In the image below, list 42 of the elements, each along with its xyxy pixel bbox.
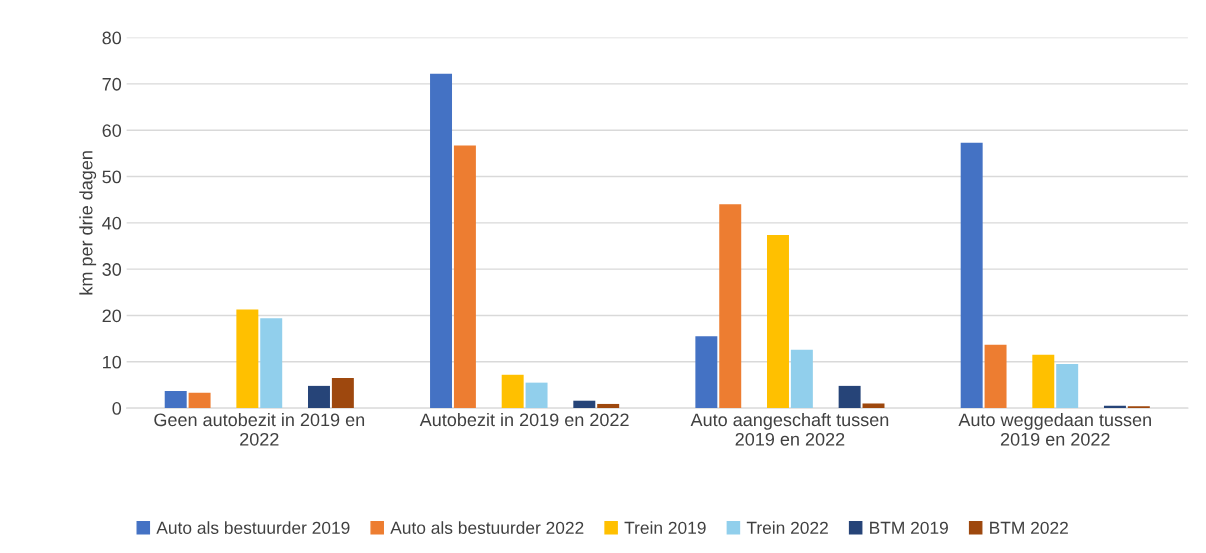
- bar: [767, 234, 789, 409]
- y-tick-label: 60: [102, 124, 122, 137]
- legend-label: Auto als bestuurder 2022: [390, 521, 584, 534]
- legend-label: BTM 2022: [990, 521, 1068, 534]
- bar: [838, 385, 861, 409]
- legend-label: Auto als bestuurder 2019: [156, 521, 350, 534]
- bar: [984, 344, 1007, 409]
- bar: [862, 403, 885, 409]
- y-tick-label: 70: [102, 77, 122, 91]
- y-axis-title: km per drie dagen: [79, 151, 97, 295]
- x-tick-label: Auto aangeschaft tussen 2019 en 2022: [690, 412, 889, 446]
- y-tick-label: 0: [112, 402, 122, 415]
- bar: [331, 378, 354, 409]
- legend-label: Trein 2022: [746, 521, 828, 534]
- bar: [260, 318, 283, 409]
- y-tick-label: 10: [103, 355, 122, 369]
- bar: [573, 400, 596, 409]
- x-tick-label: Geen autobezit in 2019 en 2022: [154, 412, 365, 446]
- bar: [695, 336, 718, 409]
- bar: [525, 382, 548, 409]
- bar: [719, 204, 742, 409]
- bar: [453, 145, 476, 409]
- y-tick-label: 80: [102, 31, 122, 45]
- bar: [236, 309, 259, 409]
- x-tick-label: Auto weggedaan tussen 2019 en 2022: [958, 412, 1151, 446]
- bar: [164, 390, 187, 409]
- bar: [188, 392, 211, 409]
- bar: [430, 73, 453, 409]
- legend-label: BTM 2019: [870, 521, 948, 534]
- y-tick-label: 30: [102, 263, 122, 276]
- y-tick-label: 20: [102, 309, 122, 323]
- legend-label: Trein 2019: [624, 521, 706, 534]
- bar: [501, 374, 524, 409]
- x-tick-label: Autobezit in 2019 en 2022: [419, 412, 629, 427]
- bar: [960, 142, 983, 409]
- y-tick-label: 50: [102, 170, 122, 184]
- bar: [1032, 354, 1055, 409]
- bar: [1056, 364, 1079, 409]
- bar: [308, 385, 330, 409]
- bar: [597, 403, 620, 409]
- bar: [790, 349, 813, 409]
- y-tick-label: 40: [102, 216, 122, 230]
